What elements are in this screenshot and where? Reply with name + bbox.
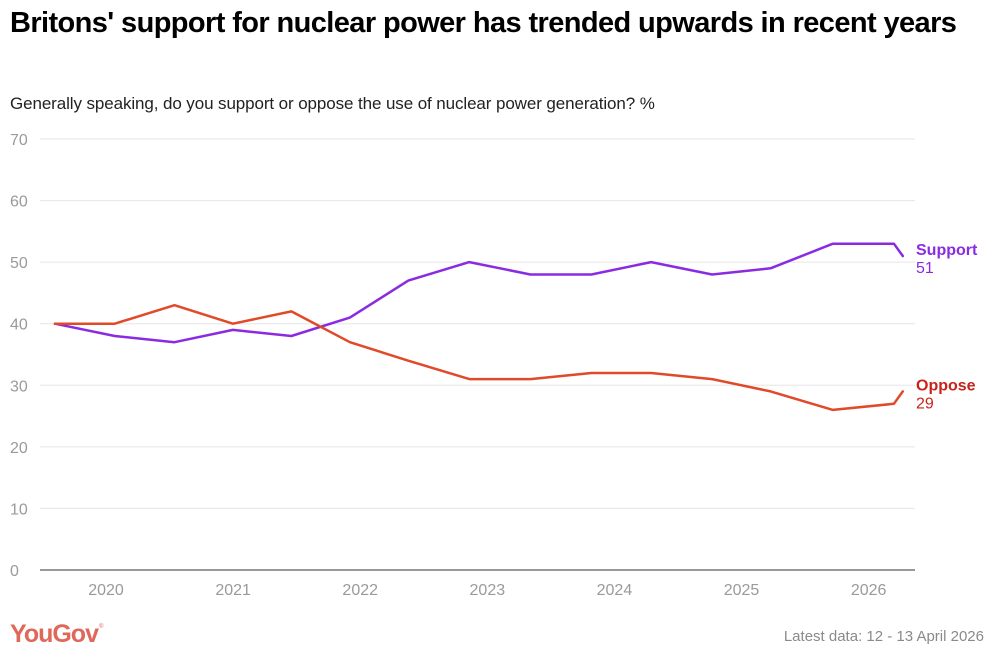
- x-tick-label: 2025: [724, 582, 760, 599]
- y-tick-label: 50: [10, 255, 28, 272]
- series-line-oppose: [53, 303, 905, 412]
- y-tick-label: 0: [10, 563, 19, 580]
- y-tick-label: 60: [10, 194, 28, 211]
- series-line-support: [53, 242, 905, 344]
- x-tick-label: 2020: [88, 582, 124, 599]
- y-tick-label: 30: [10, 378, 28, 395]
- x-tick-label: 2022: [342, 582, 378, 599]
- chart-title: Britons' support for nuclear power has t…: [10, 7, 957, 39]
- y-tick-label: 40: [10, 317, 28, 334]
- x-tick-label: 2023: [470, 582, 506, 599]
- x-tick-label: 2021: [215, 582, 251, 599]
- registered-mark: ®: [98, 624, 104, 630]
- end-value-label-support: 51: [916, 260, 934, 277]
- chart-subtitle: Generally speaking, do you support or op…: [10, 94, 655, 113]
- y-tick-label: 70: [10, 132, 28, 149]
- y-tick-label: 10: [10, 501, 28, 518]
- end-value-label-oppose: 29: [916, 395, 934, 412]
- logo-text: YouGov: [10, 620, 99, 648]
- yougov-logo[interactable]: YouGov®: [10, 620, 104, 649]
- legend-label-support: Support: [916, 242, 978, 259]
- y-tick-label: 20: [10, 440, 28, 457]
- latest-data-note: Latest data: 12 - 13 April 2026: [783, 628, 984, 645]
- legend-label-oppose: Oppose: [916, 377, 976, 394]
- x-tick-label: 2026: [851, 582, 887, 599]
- x-tick-label: 2024: [597, 582, 633, 599]
